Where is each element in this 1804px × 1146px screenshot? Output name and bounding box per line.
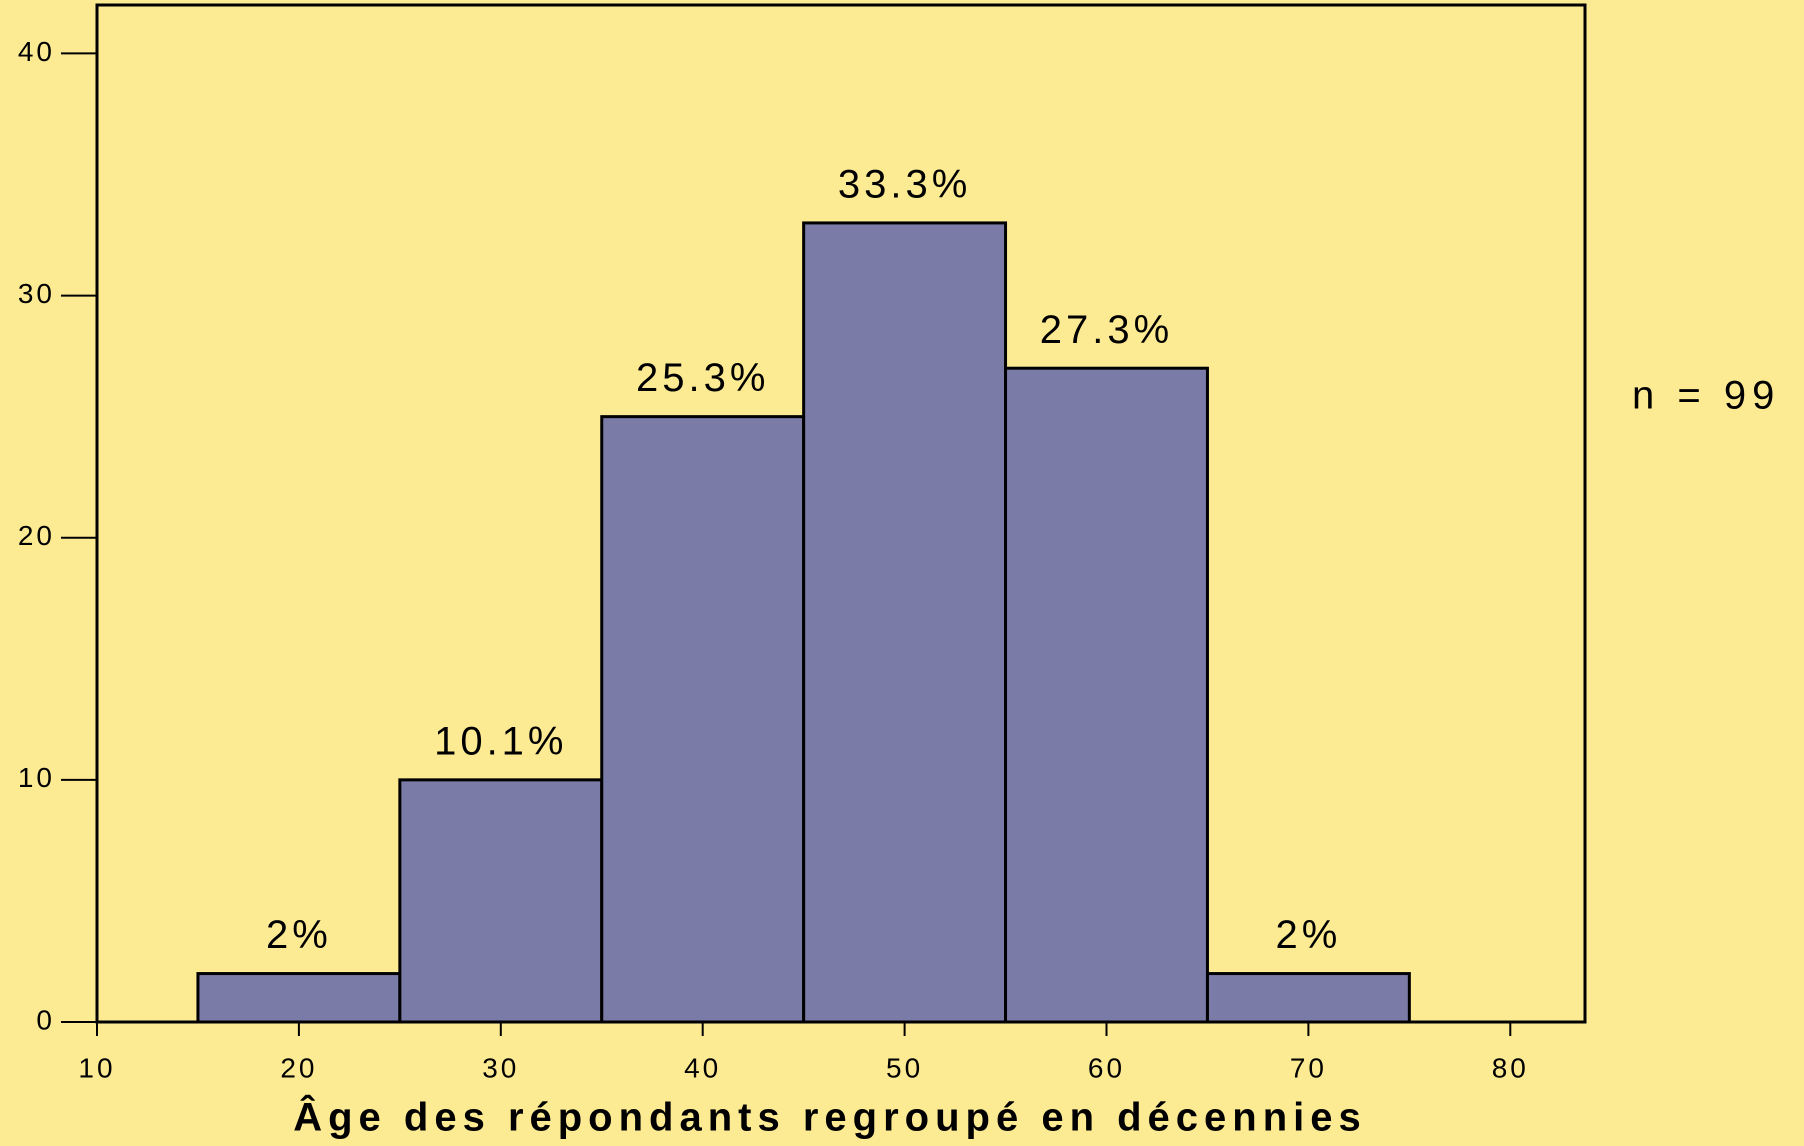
bar [600, 415, 806, 1024]
bar [1205, 972, 1411, 1024]
y-tick-label: 40 [18, 36, 55, 67]
bar [1004, 366, 1209, 1024]
bar-label: 2% [266, 913, 332, 957]
x-axis-label: Âge des répondants regroupé en décennies [293, 1094, 1367, 1140]
bar-label: 2% [1275, 913, 1341, 957]
y-tick-label: 10 [18, 762, 55, 793]
x-tick-label: 10 [78, 1052, 115, 1083]
bar [398, 778, 604, 1024]
bar-label: 10.1% [434, 719, 567, 763]
x-tick-label: 60 [1088, 1052, 1125, 1083]
bar-label: 25.3% [636, 356, 769, 400]
y-tick-label: 30 [18, 278, 55, 309]
bar-label: 27.3% [1040, 308, 1173, 352]
x-tick-label: 80 [1492, 1052, 1529, 1083]
x-tick-label: 70 [1290, 1052, 1327, 1083]
y-tick-label: 20 [18, 520, 55, 551]
bar-label: 33.3% [838, 162, 971, 206]
x-tick-label: 30 [482, 1052, 519, 1083]
bar [196, 972, 402, 1024]
bar [802, 221, 1008, 1024]
x-tick-label: 40 [684, 1052, 721, 1083]
x-tick-label: 20 [280, 1052, 317, 1083]
x-tick-label: 50 [886, 1052, 923, 1083]
annotation: n = 99 [1632, 374, 1780, 418]
y-tick-label: 0 [36, 1004, 55, 1035]
